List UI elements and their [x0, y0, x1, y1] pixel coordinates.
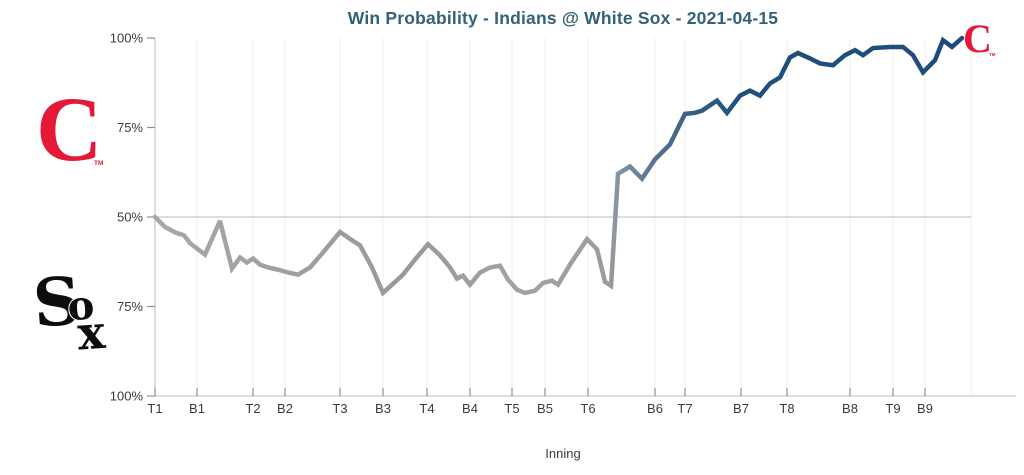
x-tick-label: T8 — [779, 401, 794, 416]
x-tick-label: B3 — [375, 401, 391, 416]
indians-c-letter: C — [36, 88, 102, 178]
x-tick-label: T2 — [245, 401, 260, 416]
x-tick-label: B9 — [917, 401, 933, 416]
chart-title: Win Probability - Indians @ White Sox - … — [347, 8, 779, 28]
y-tick-label: 75% — [117, 299, 143, 314]
white-sox-logo: S o x — [32, 268, 108, 362]
x-tick-label: T4 — [419, 401, 434, 416]
x-tick-label: T7 — [677, 401, 692, 416]
white-sox-letters: S o x — [32, 268, 108, 362]
sox-letter-x: x — [76, 305, 108, 361]
x-tick-label: B8 — [842, 401, 858, 416]
y-tick-label: 75% — [117, 120, 143, 135]
x-axis-title: Inning — [545, 446, 581, 461]
x-tick-label: B2 — [277, 401, 293, 416]
x-tick-label: B7 — [733, 401, 749, 416]
y-tick-label: 100% — [110, 389, 144, 404]
x-tick-label: T6 — [580, 401, 595, 416]
line-end-c-letter: C — [963, 20, 992, 61]
x-tick-label: T9 — [885, 401, 900, 416]
x-tick-label: T1 — [147, 401, 162, 416]
line-end-indians-logo: C TM — [963, 20, 996, 61]
indians-logo: C TM — [36, 88, 103, 178]
indians-tm-mark: TM — [94, 160, 103, 167]
x-tick-label: B1 — [189, 401, 205, 416]
x-tick-label: T5 — [504, 401, 519, 416]
y-tick-label: 100% — [110, 31, 144, 46]
x-tick-label: B4 — [462, 401, 478, 416]
x-tick-label: B6 — [647, 401, 663, 416]
win-probability-line — [152, 35, 965, 297]
sox-letter-s: S — [32, 268, 84, 343]
x-tick-label: T3 — [332, 401, 347, 416]
sox-letter-o: o — [66, 281, 96, 330]
line-end-tm-mark: TM — [989, 52, 996, 57]
y-tick-label: 50% — [117, 210, 143, 225]
x-tick-label: B5 — [537, 401, 553, 416]
